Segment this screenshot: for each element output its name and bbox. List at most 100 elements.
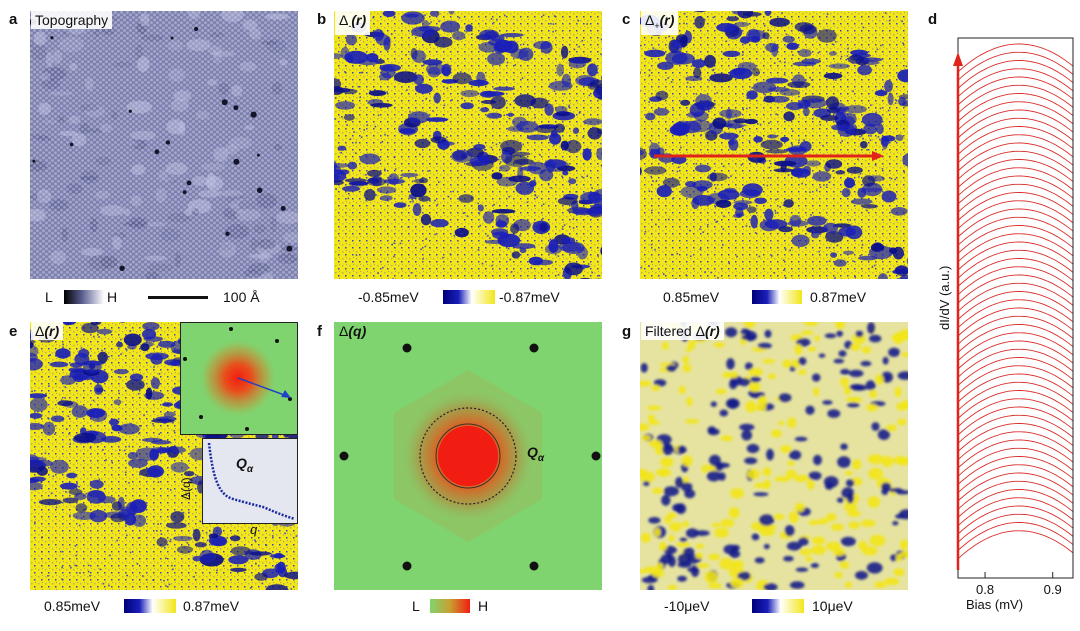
spectrum-curve	[957, 109, 1074, 139]
spectrum-curve	[957, 431, 1074, 461]
panel-title-a: Topography	[31, 11, 113, 29]
panel-letter-c: c	[622, 11, 631, 28]
spectrum-curve	[957, 233, 1074, 263]
panel-title-f: Δ(q)	[339, 323, 367, 339]
cbar-high-g: 10μeV	[812, 598, 853, 614]
spectrum-curve	[957, 266, 1074, 296]
filtered-gap-map-image	[640, 322, 908, 590]
panel-letter-d: d	[928, 11, 938, 28]
cbar-low-e: 0.85meV	[44, 598, 101, 614]
spectrum-curve	[957, 348, 1074, 378]
spectrum-curve	[957, 414, 1074, 444]
inset-fft-image	[183, 327, 292, 431]
spectrum-curve	[957, 497, 1074, 527]
panel-letter-a: a	[9, 11, 18, 28]
panel-title-c: Δ+(r)	[641, 11, 679, 35]
fft-map-image	[334, 322, 602, 590]
spectrum-curve	[957, 225, 1074, 254]
spectrum-curve	[957, 332, 1074, 362]
spectrum-curve	[957, 126, 1074, 155]
spectrum-curve	[957, 365, 1074, 395]
inset-ylabel: Δ(q)	[179, 477, 193, 500]
spectrum-curve	[957, 274, 1074, 304]
inset-profile	[202, 438, 298, 524]
spectrum-curve	[957, 159, 1074, 188]
cbar-low-b: -0.85meV	[358, 289, 419, 305]
spectrum-curve	[957, 84, 1074, 114]
spectrum-curve	[957, 480, 1074, 510]
cbar-high-e: 0.87meV	[183, 598, 240, 614]
panel-letter-b: b	[317, 11, 327, 28]
spectrum-curve	[957, 315, 1074, 345]
cbar-high-f: H	[478, 598, 489, 614]
spectrum-curve	[957, 134, 1074, 164]
scale-bar	[148, 296, 208, 299]
spectrum-curve	[957, 472, 1074, 502]
scale-label: 100 Å	[223, 289, 260, 305]
cbar-high-a: H	[107, 289, 118, 305]
topography-map	[30, 11, 298, 279]
cbar-low-c: 0.85meV	[663, 289, 720, 305]
spectrum-curve	[957, 505, 1074, 535]
spectrum-curve	[957, 175, 1074, 205]
cbar-high-b: -0.87meV	[499, 289, 560, 305]
spectrum-curve	[957, 373, 1074, 403]
spectrum-curve	[957, 192, 1074, 221]
x-axis-label: Bias (mV)	[966, 597, 1024, 612]
linecut-arrowhead	[872, 151, 884, 161]
spectrum-curve	[957, 530, 1074, 560]
y-axis-label: dI/dV (a.u.)	[937, 265, 952, 330]
panel-letter-f: f	[317, 323, 322, 340]
spectrum-curve	[957, 324, 1074, 353]
spectrum-curve	[957, 258, 1074, 287]
spectrum-curve	[957, 489, 1074, 518]
spectrum-curve	[957, 51, 1074, 81]
x-tick-label: 0.9	[1044, 582, 1062, 597]
spectrum-curve	[957, 101, 1074, 131]
panel-title-b: Δ-(r)	[335, 11, 371, 35]
cbar-high-c: 0.87meV	[810, 289, 867, 305]
spectrum-curve	[957, 43, 1074, 73]
spectrum-curve	[957, 307, 1074, 337]
spectrum-curve	[957, 117, 1074, 147]
x-tick-label: 0.8	[976, 582, 994, 597]
spectrum-curve	[957, 456, 1074, 485]
spectrum-curve	[957, 142, 1074, 172]
spectrum-curve	[957, 93, 1074, 122]
spectrum-curve	[957, 241, 1074, 271]
inset-fft	[180, 322, 298, 435]
filtered-gap-map	[640, 322, 908, 590]
cbar-low-g: -10μeV	[664, 598, 710, 614]
gap-map-minus	[334, 11, 602, 279]
spectrum-curve	[957, 150, 1074, 180]
fft-map	[334, 322, 602, 590]
spectrum-curve	[957, 208, 1074, 238]
spectrum-curve	[957, 76, 1074, 106]
inset-xlabel: q	[250, 522, 258, 537]
cbar-e	[124, 599, 176, 613]
panel-title-e: Δ(r)	[31, 322, 64, 340]
gap-map-minus-image	[334, 11, 602, 279]
spectrum-curve	[957, 249, 1074, 279]
spectrum-curve	[957, 340, 1074, 370]
spectrum-curve	[957, 200, 1074, 230]
spectrum-curve	[957, 216, 1074, 246]
spectrum-curve	[957, 60, 1074, 89]
spectra-curves	[957, 43, 1074, 560]
spectrum-curve	[957, 513, 1074, 543]
spectrum-curve	[957, 183, 1074, 213]
spectrum-curve	[957, 381, 1074, 411]
cbar-g	[752, 599, 804, 613]
spectrum-curve	[957, 406, 1074, 436]
spectrum-curve	[957, 167, 1074, 197]
spectrum-curve	[957, 282, 1074, 312]
cbar-low-a: L	[45, 289, 53, 305]
cbar-low-f: L	[412, 598, 420, 614]
spectra-chart: 0.8 0.9	[953, 37, 1074, 597]
panel-title-g: Filtered Δ(r)	[641, 322, 724, 340]
cbar-b	[443, 290, 495, 304]
inset-profile-plot	[207, 442, 296, 521]
cbar-f	[430, 599, 470, 613]
vertical-arrowhead	[953, 52, 963, 66]
spectrum-curve	[957, 447, 1074, 477]
